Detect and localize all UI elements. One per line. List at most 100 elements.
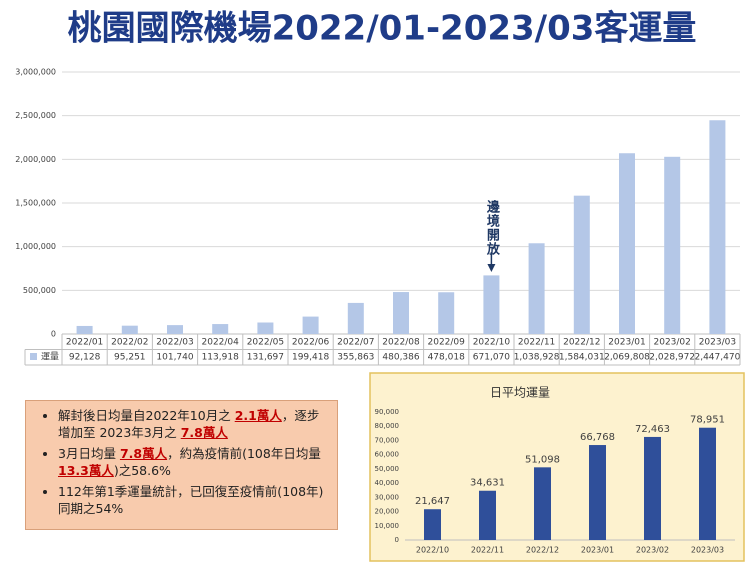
value-label: 72,463 <box>635 424 670 435</box>
note-highlight: 7.8萬人 <box>119 446 168 461</box>
value-label: 34,631 <box>470 478 505 489</box>
table-value: 355,863 <box>337 353 374 363</box>
bar <box>573 195 590 334</box>
bar <box>167 325 183 334</box>
bar <box>589 445 606 540</box>
y-tick-label: 3,000,000 <box>15 68 56 77</box>
y-tick-label: 1,500,000 <box>15 199 56 208</box>
bar <box>347 302 364 334</box>
bar <box>664 156 681 334</box>
y-tick-label: 2,500,000 <box>15 111 56 120</box>
inset-title: 日平均運量 <box>490 386 550 400</box>
bar <box>619 153 635 334</box>
table-value: 480,386 <box>382 353 419 363</box>
bar <box>709 120 726 334</box>
bar <box>393 292 409 334</box>
y-tick-label: 60,000 <box>375 451 400 459</box>
note-highlight: 2.1萬人 <box>234 408 282 423</box>
table-value: 101,740 <box>156 353 193 363</box>
table-value: 95,251 <box>114 353 146 363</box>
y-tick-label: 0 <box>395 536 399 544</box>
table-category: 2022/11 <box>518 338 555 348</box>
note-text: 112年第1季運量統計，已回復至疫情前(108年)同期之54% <box>58 484 324 516</box>
value-label: 51,098 <box>525 454 560 465</box>
note: 解封後日均量自2022年10月之 2.1萬人，逐步增加至 2023年3月之 7.… <box>58 407 329 441</box>
y-tick-label: 2,000,000 <box>15 155 56 164</box>
table-category: 2022/09 <box>428 338 466 348</box>
note-text: ，逐步增加至 2023年3月之 <box>58 408 320 440</box>
note-text: )之58.6% <box>113 463 171 478</box>
y-tick-label: 80,000 <box>375 422 400 430</box>
table-category: 2022/01 <box>66 338 103 348</box>
table-category: 2022/04 <box>202 338 240 348</box>
y-tick-label: 30,000 <box>375 493 400 501</box>
bar <box>257 322 274 334</box>
bar <box>534 467 551 540</box>
y-tick-label: 40,000 <box>375 479 400 487</box>
bar <box>438 292 455 334</box>
y-tick-label: 70,000 <box>375 436 400 444</box>
bar <box>528 243 545 334</box>
table-value: 2,028,972 <box>649 353 695 363</box>
x-tick-label: 2023/01 <box>581 546 614 555</box>
y-tick-label: 0 <box>51 330 56 339</box>
y-tick-label: 1,000,000 <box>15 242 56 251</box>
table-category: 2022/10 <box>473 338 511 348</box>
legend-label: 運量 <box>41 352 59 363</box>
table-category: 2023/01 <box>608 338 645 348</box>
bar <box>699 427 716 540</box>
table-category: 2023/02 <box>654 338 691 348</box>
table-category: 2023/03 <box>699 338 736 348</box>
table-value: 199,418 <box>292 353 329 363</box>
notes-box: 解封後日均量自2022年10月之 2.1萬人，逐步增加至 2023年3月之 7.… <box>25 400 338 530</box>
bar <box>121 325 138 334</box>
table-category: 2022/03 <box>156 338 193 348</box>
table-category: 2022/07 <box>337 338 374 348</box>
note-text: 解封後日均量自2022年10月之 <box>58 408 235 423</box>
y-tick-label: 10,000 <box>375 522 400 530</box>
y-tick-label: 50,000 <box>375 465 400 473</box>
x-tick-label: 2022/11 <box>471 546 504 555</box>
value-label: 66,768 <box>580 432 615 443</box>
table-value: 113,918 <box>202 353 239 363</box>
table-value: 478,018 <box>428 353 465 363</box>
x-tick-label: 2023/02 <box>636 546 669 555</box>
table-value: 671,070 <box>473 353 510 363</box>
note-text: ，約為疫情前(108年日均量 <box>167 446 321 461</box>
bar <box>483 275 500 334</box>
note: 3月日均量 7.8萬人，約為疫情前(108年日均量 13.3萬人)之58.6% <box>58 445 329 479</box>
bar <box>76 325 93 334</box>
note-highlight: 13.3萬人 <box>58 463 114 478</box>
value-label: 21,647 <box>415 496 450 507</box>
bar <box>302 316 319 334</box>
slide-title: 桃園國際機場2022/01-2023/03客運量 <box>68 9 697 49</box>
table-value: 131,697 <box>247 353 284 363</box>
note-text: 3月日均量 <box>58 446 120 461</box>
notes-list: 解封後日均量自2022年10月之 2.1萬人，逐步增加至 2023年3月之 7.… <box>36 407 329 517</box>
value-label: 78,951 <box>690 415 725 426</box>
y-tick-label: 90,000 <box>375 408 400 416</box>
table-value: 2,447,470 <box>694 353 740 363</box>
table-value: 2,069,808 <box>604 353 650 363</box>
legend-swatch <box>30 353 37 360</box>
annotation: 邊境開放 <box>484 199 501 256</box>
table-category: 2022/08 <box>382 338 420 348</box>
bar <box>644 436 661 540</box>
table-value: 1,038,928 <box>514 353 560 363</box>
bar <box>479 490 496 540</box>
table-category: 2022/05 <box>247 338 284 348</box>
bar <box>212 324 229 334</box>
table-category: 2022/02 <box>111 338 148 348</box>
table-value: 92,128 <box>69 353 101 363</box>
y-tick-label: 500,000 <box>23 286 56 295</box>
annotation-arrowhead <box>487 264 496 272</box>
y-tick-label: 20,000 <box>375 508 400 516</box>
x-tick-label: 2023/03 <box>691 546 724 555</box>
table-category: 2022/06 <box>292 338 330 348</box>
table-value: 1,584,031 <box>559 353 605 363</box>
note: 112年第1季運量統計，已回復至疫情前(108年)同期之54% <box>58 483 329 517</box>
x-tick-label: 2022/10 <box>416 546 449 555</box>
table-category: 2022/12 <box>563 338 600 348</box>
